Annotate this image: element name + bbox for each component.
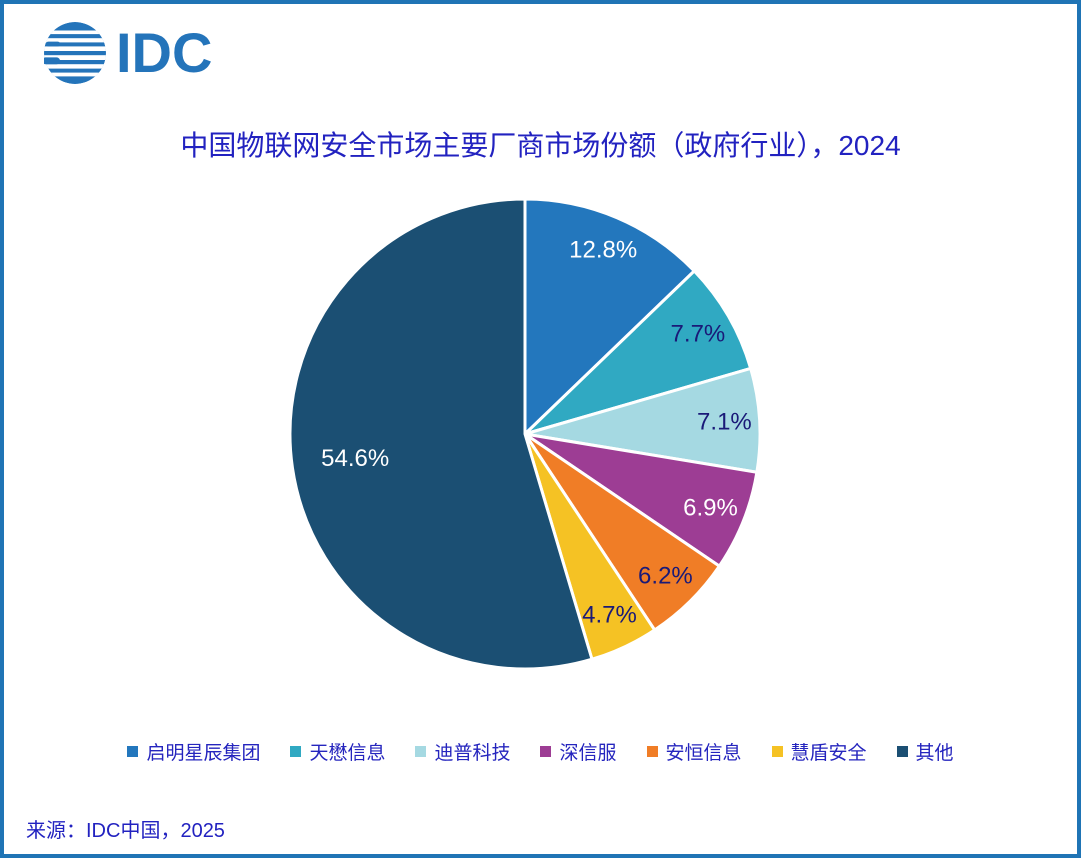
legend-swatch-icon xyxy=(646,746,658,757)
pie-label: 6.9% xyxy=(683,495,738,522)
legend-swatch-icon xyxy=(771,746,783,757)
legend: 启明星辰集团 天懋信息 迪普科技 深信服 安恒信息 慧盾安全 其他 xyxy=(4,738,1077,765)
legend-label: 启明星辰集团 xyxy=(146,743,261,764)
legend-item-3: 迪普科技 xyxy=(415,738,510,765)
pie-label: 54.6% xyxy=(321,445,389,472)
legend-swatch-icon xyxy=(290,746,302,757)
legend-label: 深信服 xyxy=(559,743,617,764)
legend-item-7: 其他 xyxy=(896,738,954,765)
idc-logo: IDC xyxy=(44,22,212,84)
legend-label: 慧盾安全 xyxy=(790,743,867,764)
idc-logo-text: IDC xyxy=(116,21,213,84)
source-note: 来源：IDC中国，2025 xyxy=(26,820,225,842)
legend-item-6: 慧盾安全 xyxy=(771,738,867,765)
pie-slice-7 xyxy=(288,197,594,671)
pie-chart: 12.8% 7.7% 7.1% 6.9% 6.2% 4.7% 54.6% xyxy=(275,184,775,684)
pie-slice-2 xyxy=(523,269,753,436)
legend-swatch-icon xyxy=(415,746,427,757)
legend-label: 其他 xyxy=(915,743,954,764)
legend-item-2: 天懋信息 xyxy=(290,738,385,765)
pie-label: 6.2% xyxy=(638,563,693,590)
legend-item-5: 安恒信息 xyxy=(646,738,742,765)
pie-label: 12.8% xyxy=(569,237,637,264)
idc-globe-icon xyxy=(44,22,106,84)
legend-label: 迪普科技 xyxy=(434,743,511,764)
pie-slice-3 xyxy=(523,366,762,474)
legend-swatch-icon xyxy=(127,746,139,757)
chart-title: 中国物联网安全市场主要厂商市场份额（政府行业），2024 xyxy=(180,130,901,161)
legend-label: 安恒信息 xyxy=(665,743,742,764)
pie-label: 7.7% xyxy=(671,320,726,347)
legend-item-1: 启明星辰集团 xyxy=(127,738,260,765)
pie-slice-1 xyxy=(523,197,696,436)
legend-swatch-icon xyxy=(540,746,552,757)
legend-label: 天懋信息 xyxy=(309,743,386,764)
pie-label: 7.1% xyxy=(697,409,752,436)
legend-item-4: 深信服 xyxy=(540,738,617,765)
pie-label: 4.7% xyxy=(582,602,637,629)
legend-swatch-icon xyxy=(896,746,908,757)
